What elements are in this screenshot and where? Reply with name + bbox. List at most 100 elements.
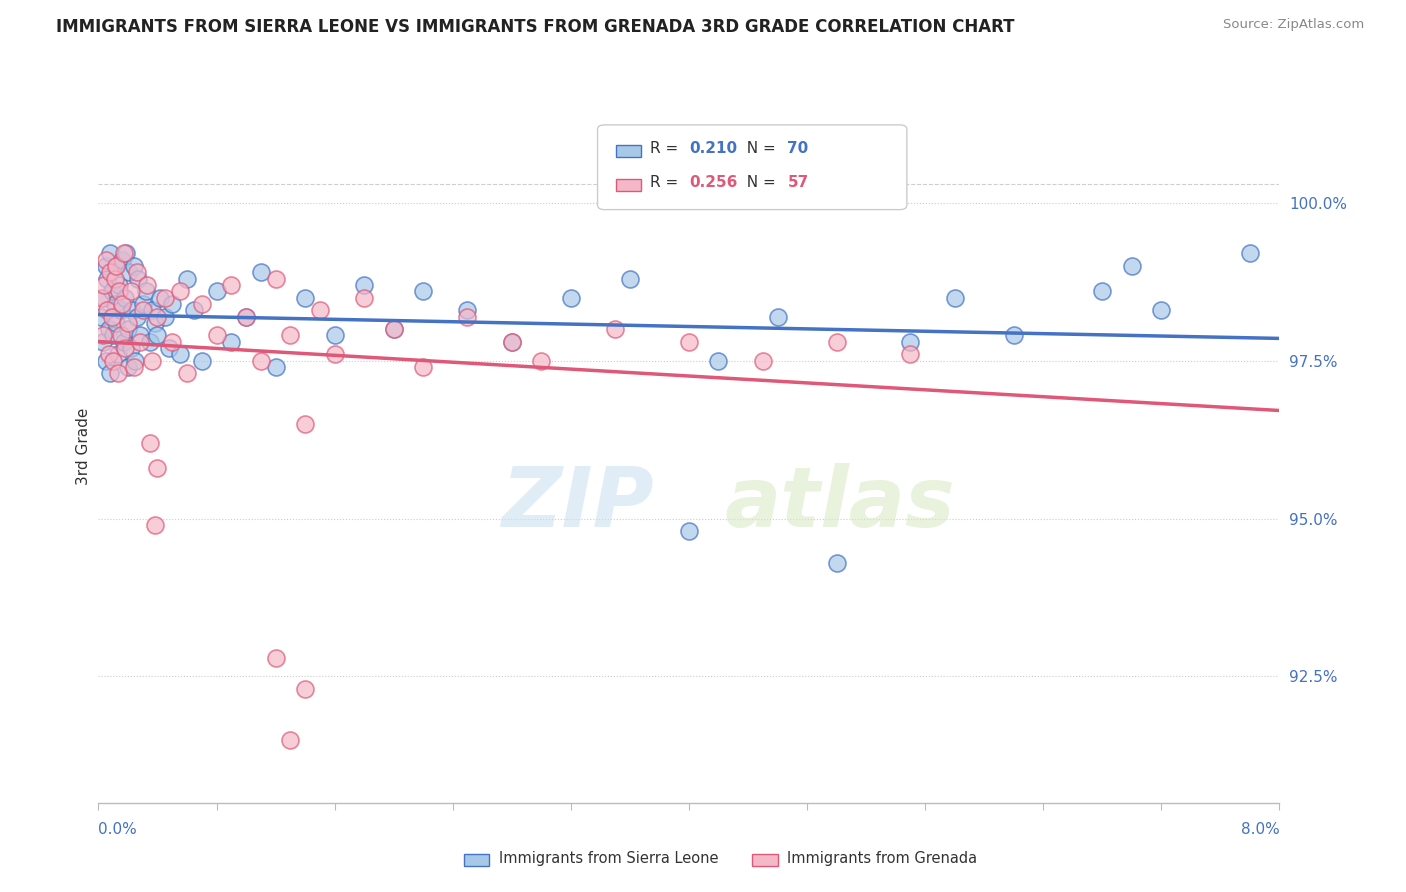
Point <box>96 271 118 285</box>
Point <box>1239 246 1261 260</box>
Point <box>112 334 135 349</box>
Point <box>221 277 243 292</box>
Point <box>280 328 302 343</box>
Point <box>678 524 700 539</box>
Point <box>120 285 142 299</box>
Point <box>117 360 139 375</box>
Point <box>294 682 316 697</box>
Text: N =: N = <box>737 142 780 156</box>
Text: R =: R = <box>650 176 683 190</box>
Point <box>108 285 131 299</box>
Point <box>943 291 966 305</box>
Text: 0.210: 0.210 <box>689 142 737 156</box>
Point <box>162 334 183 349</box>
Point <box>132 297 155 311</box>
Point <box>146 310 169 324</box>
Point <box>412 360 434 375</box>
Point <box>353 277 375 292</box>
Point <box>94 353 117 368</box>
Point <box>825 334 848 349</box>
Point <box>264 271 287 285</box>
Point <box>103 328 125 343</box>
Point <box>128 334 150 349</box>
Point <box>91 328 114 343</box>
Point <box>501 334 523 349</box>
Point <box>176 367 198 381</box>
Point <box>1002 328 1025 343</box>
Point <box>169 285 191 299</box>
Point <box>153 291 176 305</box>
Point <box>125 265 148 279</box>
Point <box>100 310 122 324</box>
Point <box>162 297 183 311</box>
Point <box>111 297 134 311</box>
Point <box>250 265 273 279</box>
Point <box>124 353 146 368</box>
Point <box>100 285 122 299</box>
Point <box>111 252 134 267</box>
Point <box>766 310 789 324</box>
Text: N =: N = <box>737 176 780 190</box>
Point <box>110 303 132 318</box>
Point <box>752 353 775 368</box>
Point <box>104 297 127 311</box>
Point <box>120 341 142 355</box>
Point <box>280 732 302 747</box>
Point <box>135 285 157 299</box>
Point <box>115 246 138 260</box>
Point <box>205 285 228 299</box>
Point <box>93 291 115 305</box>
Point <box>294 291 316 305</box>
Text: Immigrants from Sierra Leone: Immigrants from Sierra Leone <box>499 851 718 865</box>
Text: 70: 70 <box>787 142 808 156</box>
Point <box>125 310 148 324</box>
Point <box>323 347 346 361</box>
Point <box>93 277 115 292</box>
Point <box>94 252 117 267</box>
Point <box>825 556 848 570</box>
Point <box>153 310 176 324</box>
Point <box>118 265 141 279</box>
Point <box>157 341 180 355</box>
Point <box>141 353 163 368</box>
Point <box>91 334 114 349</box>
Point <box>104 271 127 285</box>
Point <box>114 341 136 355</box>
Point <box>412 285 434 299</box>
Point <box>141 303 163 318</box>
Point <box>264 360 287 375</box>
Text: atlas: atlas <box>724 463 955 543</box>
Point <box>105 259 128 273</box>
Point <box>457 310 479 324</box>
Point <box>221 334 243 349</box>
Point <box>136 277 159 292</box>
Point <box>122 259 145 273</box>
Point <box>127 271 149 285</box>
Point <box>530 353 553 368</box>
Point <box>382 322 405 336</box>
Text: 0.0%: 0.0% <box>98 822 138 837</box>
Text: 0.256: 0.256 <box>689 176 737 190</box>
Text: Source: ZipAtlas.com: Source: ZipAtlas.com <box>1223 18 1364 31</box>
Point <box>110 328 132 343</box>
Point <box>108 277 131 292</box>
Point <box>90 310 112 324</box>
Point <box>139 435 162 450</box>
Point <box>146 461 169 475</box>
Point <box>353 291 375 305</box>
Point <box>678 334 700 349</box>
Point <box>114 291 136 305</box>
Point <box>98 246 121 260</box>
Point <box>191 297 214 311</box>
Text: 57: 57 <box>787 176 808 190</box>
Point <box>117 316 139 330</box>
Point <box>105 259 128 273</box>
Point <box>122 360 145 375</box>
Text: Immigrants from Grenada: Immigrants from Grenada <box>787 851 977 865</box>
Y-axis label: 3rd Grade: 3rd Grade <box>76 408 91 484</box>
Text: R =: R = <box>650 142 683 156</box>
Point <box>619 271 641 285</box>
Point <box>97 322 120 336</box>
Point <box>139 334 162 349</box>
Point <box>900 347 922 361</box>
